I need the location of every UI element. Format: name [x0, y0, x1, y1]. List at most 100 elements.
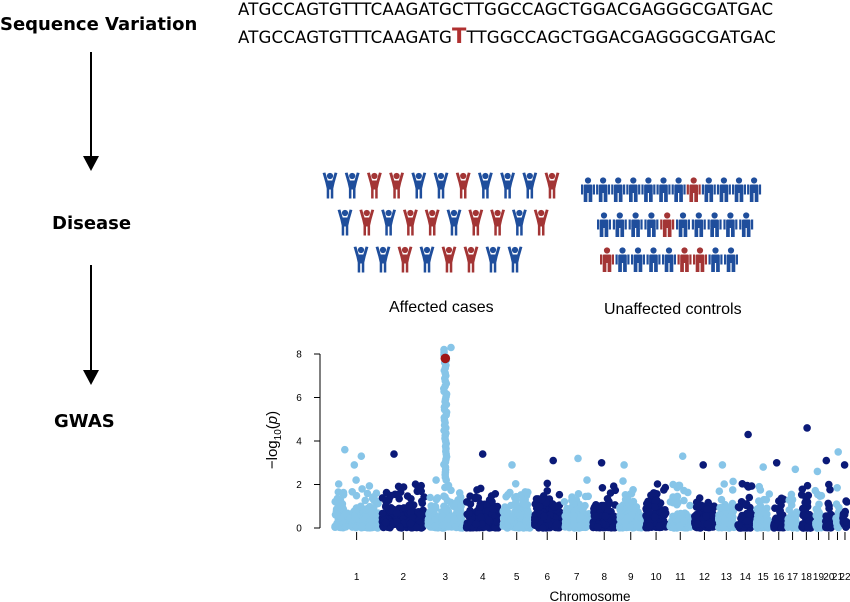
snp-point — [333, 510, 341, 518]
snp-point — [443, 496, 452, 505]
x-tick-label: 18 — [801, 572, 813, 583]
y-tick-label: 4 — [296, 437, 302, 448]
snp-point — [378, 509, 387, 518]
snp-point — [702, 512, 710, 521]
snp-point — [368, 494, 377, 503]
snp-point — [417, 487, 426, 496]
snp-point — [786, 495, 794, 504]
x-tick-label: 20 — [823, 572, 835, 583]
snp-point — [455, 489, 464, 497]
snp-point — [803, 424, 811, 432]
snp-point — [735, 503, 744, 512]
snp-point — [431, 516, 439, 525]
snp-point — [453, 508, 462, 516]
snp-point — [620, 461, 628, 469]
snp-point — [822, 456, 831, 465]
snp-point — [361, 496, 370, 505]
x-tick-label: 7 — [574, 572, 580, 583]
x-tick-label: 15 — [758, 572, 770, 583]
snp-point — [824, 521, 833, 530]
snp-point — [431, 522, 440, 530]
snp-point — [342, 523, 350, 531]
snp-point — [487, 492, 496, 500]
snp-point — [406, 519, 415, 528]
snp-point — [444, 515, 452, 523]
snp-point — [543, 479, 552, 488]
snp-point — [675, 522, 684, 531]
snp-point — [680, 486, 688, 495]
y-axis: 0 2 4 6 8 — [296, 350, 321, 535]
snp-point — [692, 510, 701, 519]
snp-point — [675, 481, 684, 490]
snp-point — [804, 523, 812, 532]
snp-point — [522, 517, 530, 525]
snp-point — [653, 480, 662, 488]
snp-point — [521, 488, 529, 496]
snp-point — [555, 490, 564, 499]
snp-point — [465, 509, 473, 518]
snp-point — [581, 492, 590, 501]
snp-point — [619, 477, 627, 485]
snp-point — [382, 488, 391, 497]
snp-point — [755, 497, 763, 505]
snp-point — [610, 512, 618, 521]
snp-point — [770, 522, 778, 531]
snp-point — [715, 487, 724, 496]
x-tick-label: 17 — [787, 572, 799, 583]
snp-point — [815, 520, 824, 529]
snp-point — [680, 496, 688, 505]
snp-point — [649, 489, 658, 497]
snp-point — [426, 493, 435, 502]
snp-point — [475, 503, 484, 512]
snp-point — [744, 430, 752, 439]
x-tick-label: 19 — [813, 572, 825, 583]
snp-point — [798, 485, 807, 494]
snp-point — [535, 502, 544, 511]
snp-point — [365, 482, 374, 490]
snp-point — [651, 513, 659, 522]
snp-point — [833, 484, 841, 492]
snp-point — [755, 504, 763, 513]
arrow-disease-to-gwas — [83, 265, 99, 385]
snp-point — [759, 463, 767, 471]
snp-point — [791, 465, 800, 474]
x-tick-label: 4 — [480, 572, 486, 583]
snp-points — [331, 343, 850, 532]
snp-point — [805, 516, 814, 525]
snp-point — [840, 461, 849, 469]
snp-point — [381, 502, 390, 511]
snp-point — [777, 501, 785, 509]
snp-point — [832, 518, 841, 527]
snp-point — [786, 521, 794, 529]
snp-point — [540, 512, 548, 521]
snp-point — [471, 493, 480, 502]
snp-point — [372, 489, 381, 498]
snp-point — [644, 501, 652, 510]
snp-point — [825, 502, 833, 510]
snp-point — [392, 509, 401, 517]
snp-point — [381, 518, 390, 527]
snp-point — [817, 491, 826, 500]
snp-point — [722, 503, 731, 511]
snp-point — [334, 480, 343, 488]
reference-sequence: ATGCCAGTGTTTCAAGATGCTTGGCCAGCTGGACGAGGGC… — [238, 0, 774, 19]
snp-point — [537, 495, 546, 504]
snp-point — [832, 500, 841, 509]
snp-point — [485, 516, 493, 525]
snp-point — [550, 503, 559, 511]
snp-point — [418, 497, 426, 506]
variant-sequence-prefix: ATGCCAGTGTTTCAAGATG — [238, 28, 453, 47]
x-tick-label: 3 — [443, 572, 449, 583]
snp-point — [645, 507, 653, 516]
snp-point — [609, 523, 617, 532]
snp-point — [553, 520, 561, 529]
snp-point — [718, 461, 727, 469]
snp-point — [515, 521, 524, 530]
x-tick-label: 5 — [514, 572, 520, 583]
snp-point — [348, 488, 357, 496]
y-tick-label: 2 — [296, 480, 302, 491]
snp-point — [503, 507, 512, 516]
x-tick-label: 21 — [832, 572, 844, 583]
snp-point — [650, 503, 659, 511]
